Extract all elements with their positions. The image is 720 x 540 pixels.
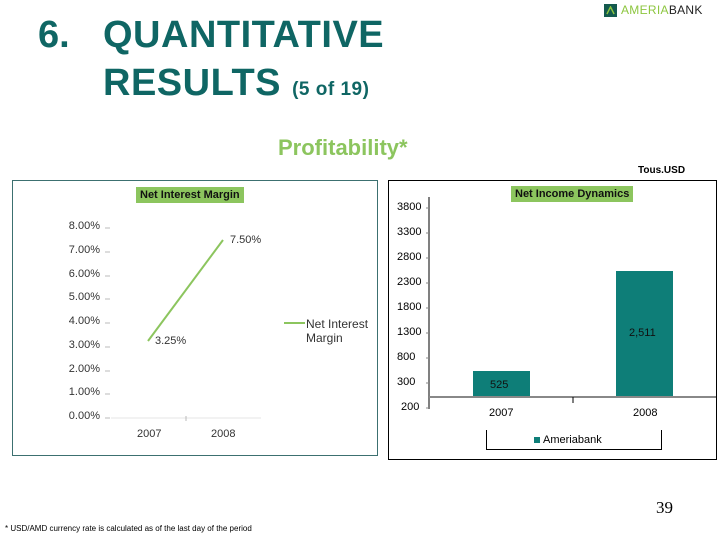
net-interest-margin-chart: Net Interest Margin 8.00% 7.00% 6.00% 5.… — [12, 180, 378, 456]
bar-plot — [426, 197, 716, 409]
y-tick: 3300 — [397, 226, 422, 238]
y-tick: 0.00% — [68, 410, 100, 422]
y-tick: 7.00% — [68, 244, 100, 256]
units-label: Tous.USD — [638, 165, 686, 176]
line-plot — [105, 227, 305, 421]
page-title-line1: QUANTITATIVE — [103, 14, 385, 56]
x-category: 2007 — [489, 407, 514, 419]
y-tick: 2300 — [397, 276, 422, 288]
page-title-line2: RESULTS (5 of 19) — [103, 62, 369, 105]
footnote: * USD/AMD currency rate is calculated as… — [5, 524, 252, 533]
page-title-results: RESULTS — [103, 62, 282, 104]
x-category: 2007 — [137, 428, 162, 440]
page-number: 39 — [656, 498, 673, 517]
legend-entry: Ameriabank — [534, 434, 602, 446]
y-tick: 3.00% — [68, 339, 100, 351]
data-label: 2,511 — [629, 327, 656, 339]
y-tick: 1.00% — [68, 386, 100, 398]
y-tick: 2.00% — [68, 363, 100, 375]
data-label: 3.25% — [155, 335, 187, 347]
net-income-dynamics-chart: Net Income Dynamics 3800 3300 2800 2300 … — [388, 180, 717, 460]
legend-entry: Net Interest Margin — [306, 317, 369, 345]
y-tick: 1300 — [397, 326, 422, 338]
ameriabank-logo-icon — [604, 3, 617, 17]
y-tick: 800 — [397, 351, 416, 363]
y-tick: 6.00% — [68, 268, 100, 280]
x-category: 2008 — [211, 428, 236, 440]
chart-title: Net Interest Margin — [136, 187, 244, 203]
data-label: 7.50% — [230, 234, 262, 246]
chart-title: Net Income Dynamics — [511, 186, 634, 202]
page-title-suffix: (5 of 19) — [292, 79, 370, 100]
y-tick: 4.00% — [68, 315, 100, 327]
y-tick: 2800 — [397, 251, 422, 263]
x-category: 2008 — [633, 407, 658, 419]
y-tick: 1800 — [397, 301, 422, 313]
data-label: 525 — [490, 379, 509, 391]
section-title: Profitability* — [278, 135, 408, 160]
y-tick: 300 — [397, 376, 416, 388]
legend: Ameriabank — [486, 430, 662, 450]
y-tick: 8.00% — [68, 220, 100, 232]
section-number: 6. — [38, 14, 70, 56]
legend-swatch-icon — [534, 437, 540, 443]
y-tick: 5.00% — [68, 291, 100, 303]
ameriabank-logo: AMERIABANK — [604, 3, 703, 17]
logo-text: AMERIABANK — [621, 3, 703, 17]
y-tick: 200 — [401, 401, 420, 413]
y-tick: 3800 — [397, 201, 422, 213]
